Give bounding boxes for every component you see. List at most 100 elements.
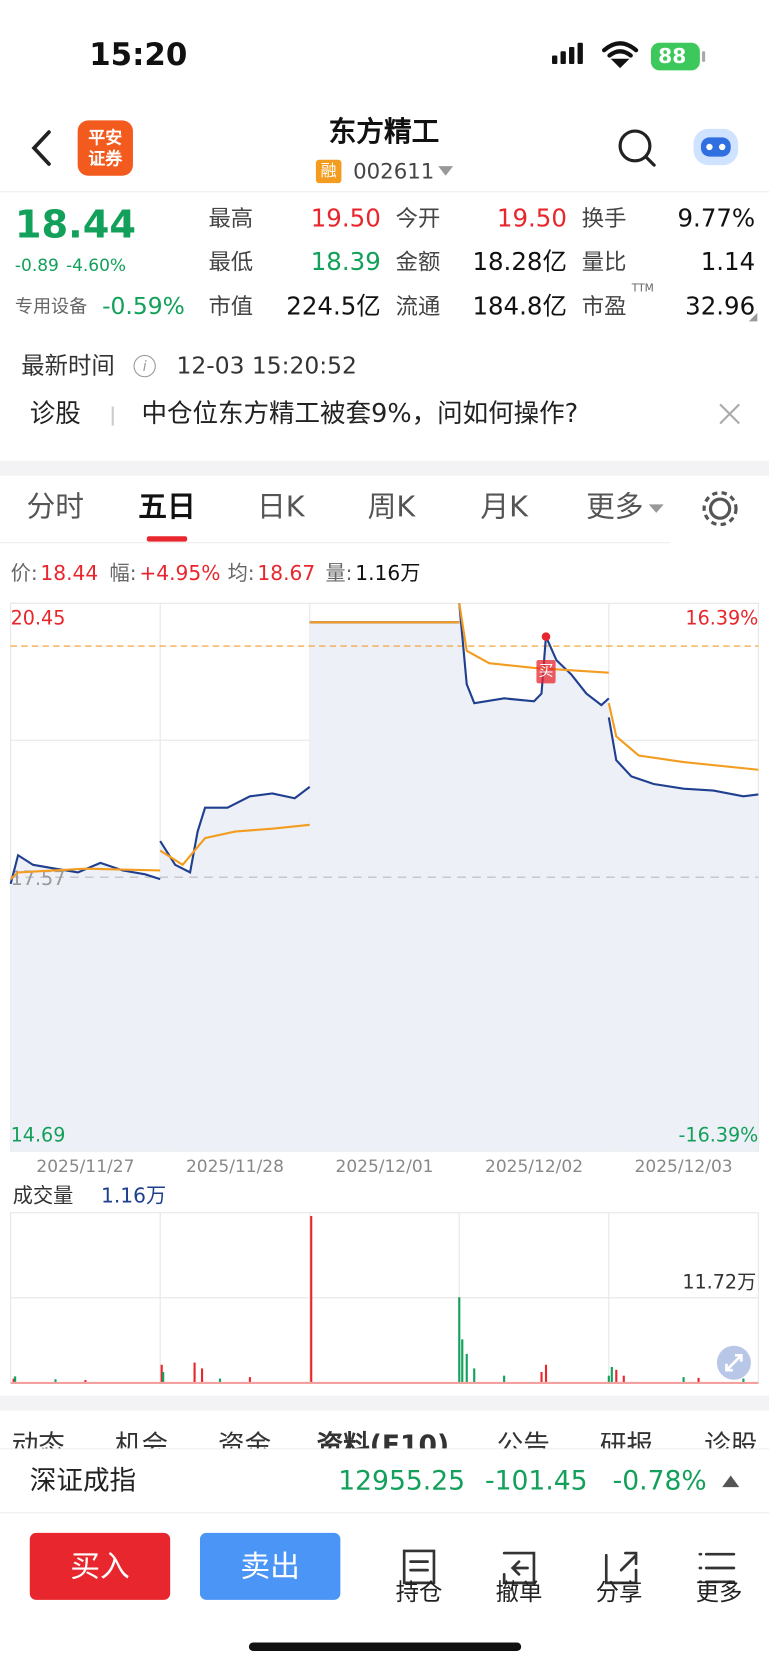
info-value: 18.44 — [40, 561, 98, 585]
stat-value: 224.5亿 — [286, 292, 380, 321]
tab[interactable]: 五日 — [138, 490, 195, 524]
x-tick-label: 2025/11/28 — [186, 1157, 284, 1177]
sector: 专用设备 — [15, 297, 87, 318]
stat-value: 184.8亿 — [472, 292, 566, 321]
diagnosis-text[interactable]: 中仓位东方精工被套9%，问如何操作? — [141, 399, 578, 429]
stat-label: 今开 — [396, 206, 441, 232]
price-line — [607, 717, 759, 798]
info-bar: 价: 18.44 幅: +4.95% 均: 18.67 量: 1.16万 — [11, 561, 421, 585]
tool-icon[interactable] — [402, 1549, 436, 1585]
settings-gear — [702, 491, 738, 527]
price: 18.44 — [15, 202, 136, 247]
logo-text: 证券 — [88, 149, 123, 170]
tool-label[interactable]: 持仓 — [396, 1578, 443, 1606]
logo-text: 平安 — [88, 127, 122, 148]
update-time: 12-03 15:20:52 — [177, 352, 357, 380]
stat-label: 最低 — [208, 249, 253, 275]
stat-label: 金额 — [396, 249, 441, 275]
price-line — [458, 603, 610, 707]
tab[interactable]: 月K — [480, 490, 529, 524]
logo[interactable] — [77, 120, 133, 176]
volume-bar — [193, 1362, 196, 1383]
detail-tab[interactable]: 资金 — [218, 1430, 271, 1461]
diagnosis-label: 诊股 — [30, 399, 81, 429]
avg-line — [9, 867, 161, 880]
sector-change: -0.59% — [102, 292, 185, 320]
y2-tick-label: -16.39% — [679, 1124, 759, 1147]
dropdown-icon[interactable] — [438, 166, 454, 176]
detail-tab[interactable]: 诊股 — [704, 1430, 757, 1461]
detail-tab[interactable]: 研报 — [600, 1430, 653, 1461]
tab[interactable]: 更多 — [586, 490, 643, 524]
tab[interactable]: 日K — [257, 490, 306, 524]
x-tick-label: 2025/11/27 — [36, 1157, 134, 1177]
index-name: 深证成指 — [30, 1465, 136, 1496]
price-area — [10, 855, 161, 1152]
change-pct: -4.60% — [66, 256, 126, 276]
volume-bar — [461, 1339, 464, 1383]
tool-icon[interactable] — [502, 1551, 536, 1585]
buy-button[interactable] — [29, 1532, 171, 1600]
tool-label[interactable]: 分享 — [596, 1578, 643, 1606]
detail-tabs: 动态 机会 资金 资料(F10) 公告 研报 诊股 — [12, 1430, 758, 1461]
volume-bar — [200, 1368, 204, 1383]
volume-bar — [503, 1375, 506, 1383]
stat-value: 32.96 — [685, 292, 755, 321]
x-tick-label: 2025/12/01 — [336, 1157, 434, 1177]
change: -0.89 — [15, 256, 59, 276]
clock: 15:20 — [89, 37, 187, 73]
close-button[interactable] — [719, 403, 740, 425]
detail-tab[interactable]: 机会 — [115, 1430, 168, 1461]
y-tick-label: 11.72万 — [682, 1270, 756, 1293]
tool-icon[interactable] — [698, 1552, 736, 1584]
search-handle — [644, 154, 656, 167]
battery-level: 88 — [658, 44, 686, 68]
volume-bar — [544, 1364, 548, 1383]
toolbar: 持仓 撤单 分享 更多 — [396, 1549, 743, 1606]
volume-bar — [615, 1369, 618, 1383]
detail-tab[interactable]: 动态 — [12, 1430, 65, 1461]
sell-label: 卖出 — [240, 1549, 300, 1584]
expand-arrow[interactable] — [722, 1475, 740, 1488]
info-label: 价: — [11, 561, 38, 585]
volume-current: 1.16万 — [101, 1183, 166, 1207]
volume-bar — [310, 1215, 313, 1383]
detail-tab[interactable]: 公告 — [497, 1430, 550, 1461]
badge-text: 融 — [321, 161, 337, 180]
search-button[interactable] — [618, 129, 652, 163]
volume-bar — [697, 1377, 700, 1383]
stat-value: 9.77% — [677, 203, 755, 232]
fullscreen-icon — [725, 1353, 743, 1372]
tool-label[interactable]: 撤单 — [496, 1578, 543, 1606]
stat-value: 19.50 — [311, 203, 381, 232]
info-icon[interactable] — [133, 354, 156, 378]
volume-bar — [607, 1375, 610, 1383]
volume-bar — [682, 1377, 685, 1383]
x-tick-label: 2025/12/02 — [485, 1157, 583, 1177]
trade-marker — [541, 632, 551, 641]
sell-button[interactable] — [199, 1532, 341, 1600]
tool-icon[interactable] — [604, 1551, 638, 1585]
volume-bar — [160, 1364, 163, 1383]
price-line — [159, 786, 311, 874]
settings-button[interactable] — [708, 497, 732, 520]
tab[interactable]: 分时 — [27, 490, 84, 524]
signal-icon — [552, 42, 583, 65]
index-change: -101.45 — [485, 1465, 588, 1496]
tab[interactable]: 周K — [368, 490, 417, 524]
detail-tab[interactable]: 资料(F10) — [317, 1430, 450, 1461]
volume-bar — [540, 1372, 543, 1383]
stat-label: 市值 — [208, 294, 253, 320]
stats: 最高 19.50 今开 19.50 换手 9.77% 最低 18.39 金额 18.28亿 量比 1.… — [208, 203, 755, 320]
ttm: TTM — [631, 281, 654, 294]
y-tick-label: 20.45 — [11, 607, 66, 630]
tool-label[interactable]: 更多 — [696, 1578, 743, 1606]
y-tick-label: 14.69 — [11, 1124, 66, 1147]
stock-name: 东方精工 — [329, 115, 440, 148]
back-button[interactable] — [31, 130, 51, 166]
info-value: 1.16万 — [355, 561, 420, 585]
stat-label: 流通 — [396, 294, 441, 320]
price-area — [608, 717, 759, 1152]
volume-bar — [218, 1378, 222, 1383]
avg-line — [607, 702, 759, 771]
